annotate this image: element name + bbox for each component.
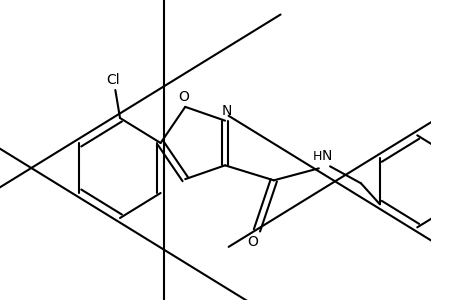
Text: O: O [246,235,257,249]
Text: N: N [221,104,232,118]
Text: Cl: Cl [106,73,120,87]
Text: O: O [178,90,188,104]
Text: H: H [312,150,321,163]
Text: F: F [456,116,459,130]
Text: N: N [320,149,331,163]
